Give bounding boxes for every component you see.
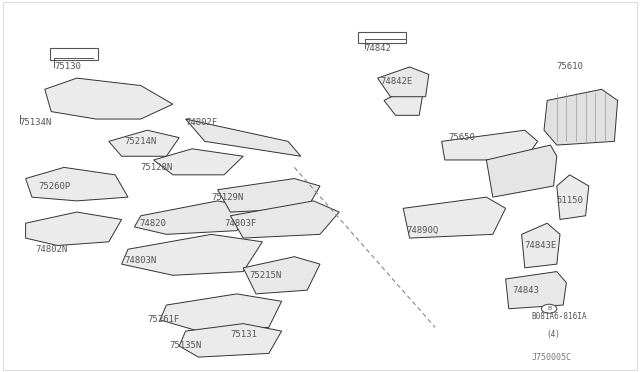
Polygon shape [403,197,506,238]
Text: 74843: 74843 [512,286,539,295]
Polygon shape [544,89,618,145]
Text: 75128N: 75128N [141,163,173,172]
Polygon shape [557,175,589,219]
Circle shape [541,304,557,313]
Text: 75135N: 75135N [170,341,202,350]
Bar [50,48,98,60]
Text: 74843E: 74843E [525,241,557,250]
Polygon shape [442,130,538,160]
Text: 74803F: 74803F [224,219,256,228]
Text: 75134N: 75134N [19,118,51,127]
Polygon shape [45,78,173,119]
Polygon shape [522,223,560,268]
Polygon shape [243,257,320,294]
Text: 75261F: 75261F [147,315,179,324]
Polygon shape [154,149,243,175]
Text: 75610: 75610 [557,62,584,71]
Text: 74842E: 74842E [381,77,413,86]
Polygon shape [230,201,339,238]
Text: 75215N: 75215N [250,271,282,280]
Bar [358,32,406,43]
Text: 74820: 74820 [140,219,166,228]
Polygon shape [506,272,566,309]
Polygon shape [218,179,320,212]
Text: 75131: 75131 [230,330,257,339]
Text: B: B [547,306,551,311]
Polygon shape [486,145,557,197]
Polygon shape [134,201,256,234]
Polygon shape [26,212,122,246]
Polygon shape [384,89,422,115]
Text: 74802F: 74802F [186,118,218,127]
Text: J750005C: J750005C [531,353,571,362]
Polygon shape [378,67,429,97]
Polygon shape [122,234,262,275]
Text: (4): (4) [546,330,560,339]
Polygon shape [179,324,282,357]
Text: 74802N: 74802N [35,245,67,254]
Text: 75130: 75130 [54,62,81,71]
Text: 75129N: 75129N [211,193,243,202]
Polygon shape [160,294,282,331]
Text: 75214N: 75214N [125,137,157,146]
Text: 74890Q: 74890Q [406,226,438,235]
Text: B081A6-816IA: B081A6-816IA [531,312,587,321]
Text: 74842: 74842 [365,44,392,53]
Polygon shape [186,119,301,156]
Text: 74803N: 74803N [125,256,157,265]
Text: 75650: 75650 [448,133,475,142]
Polygon shape [26,167,128,201]
Polygon shape [109,130,179,156]
Text: 51150: 51150 [557,196,584,205]
Text: 75260P: 75260P [38,182,70,190]
